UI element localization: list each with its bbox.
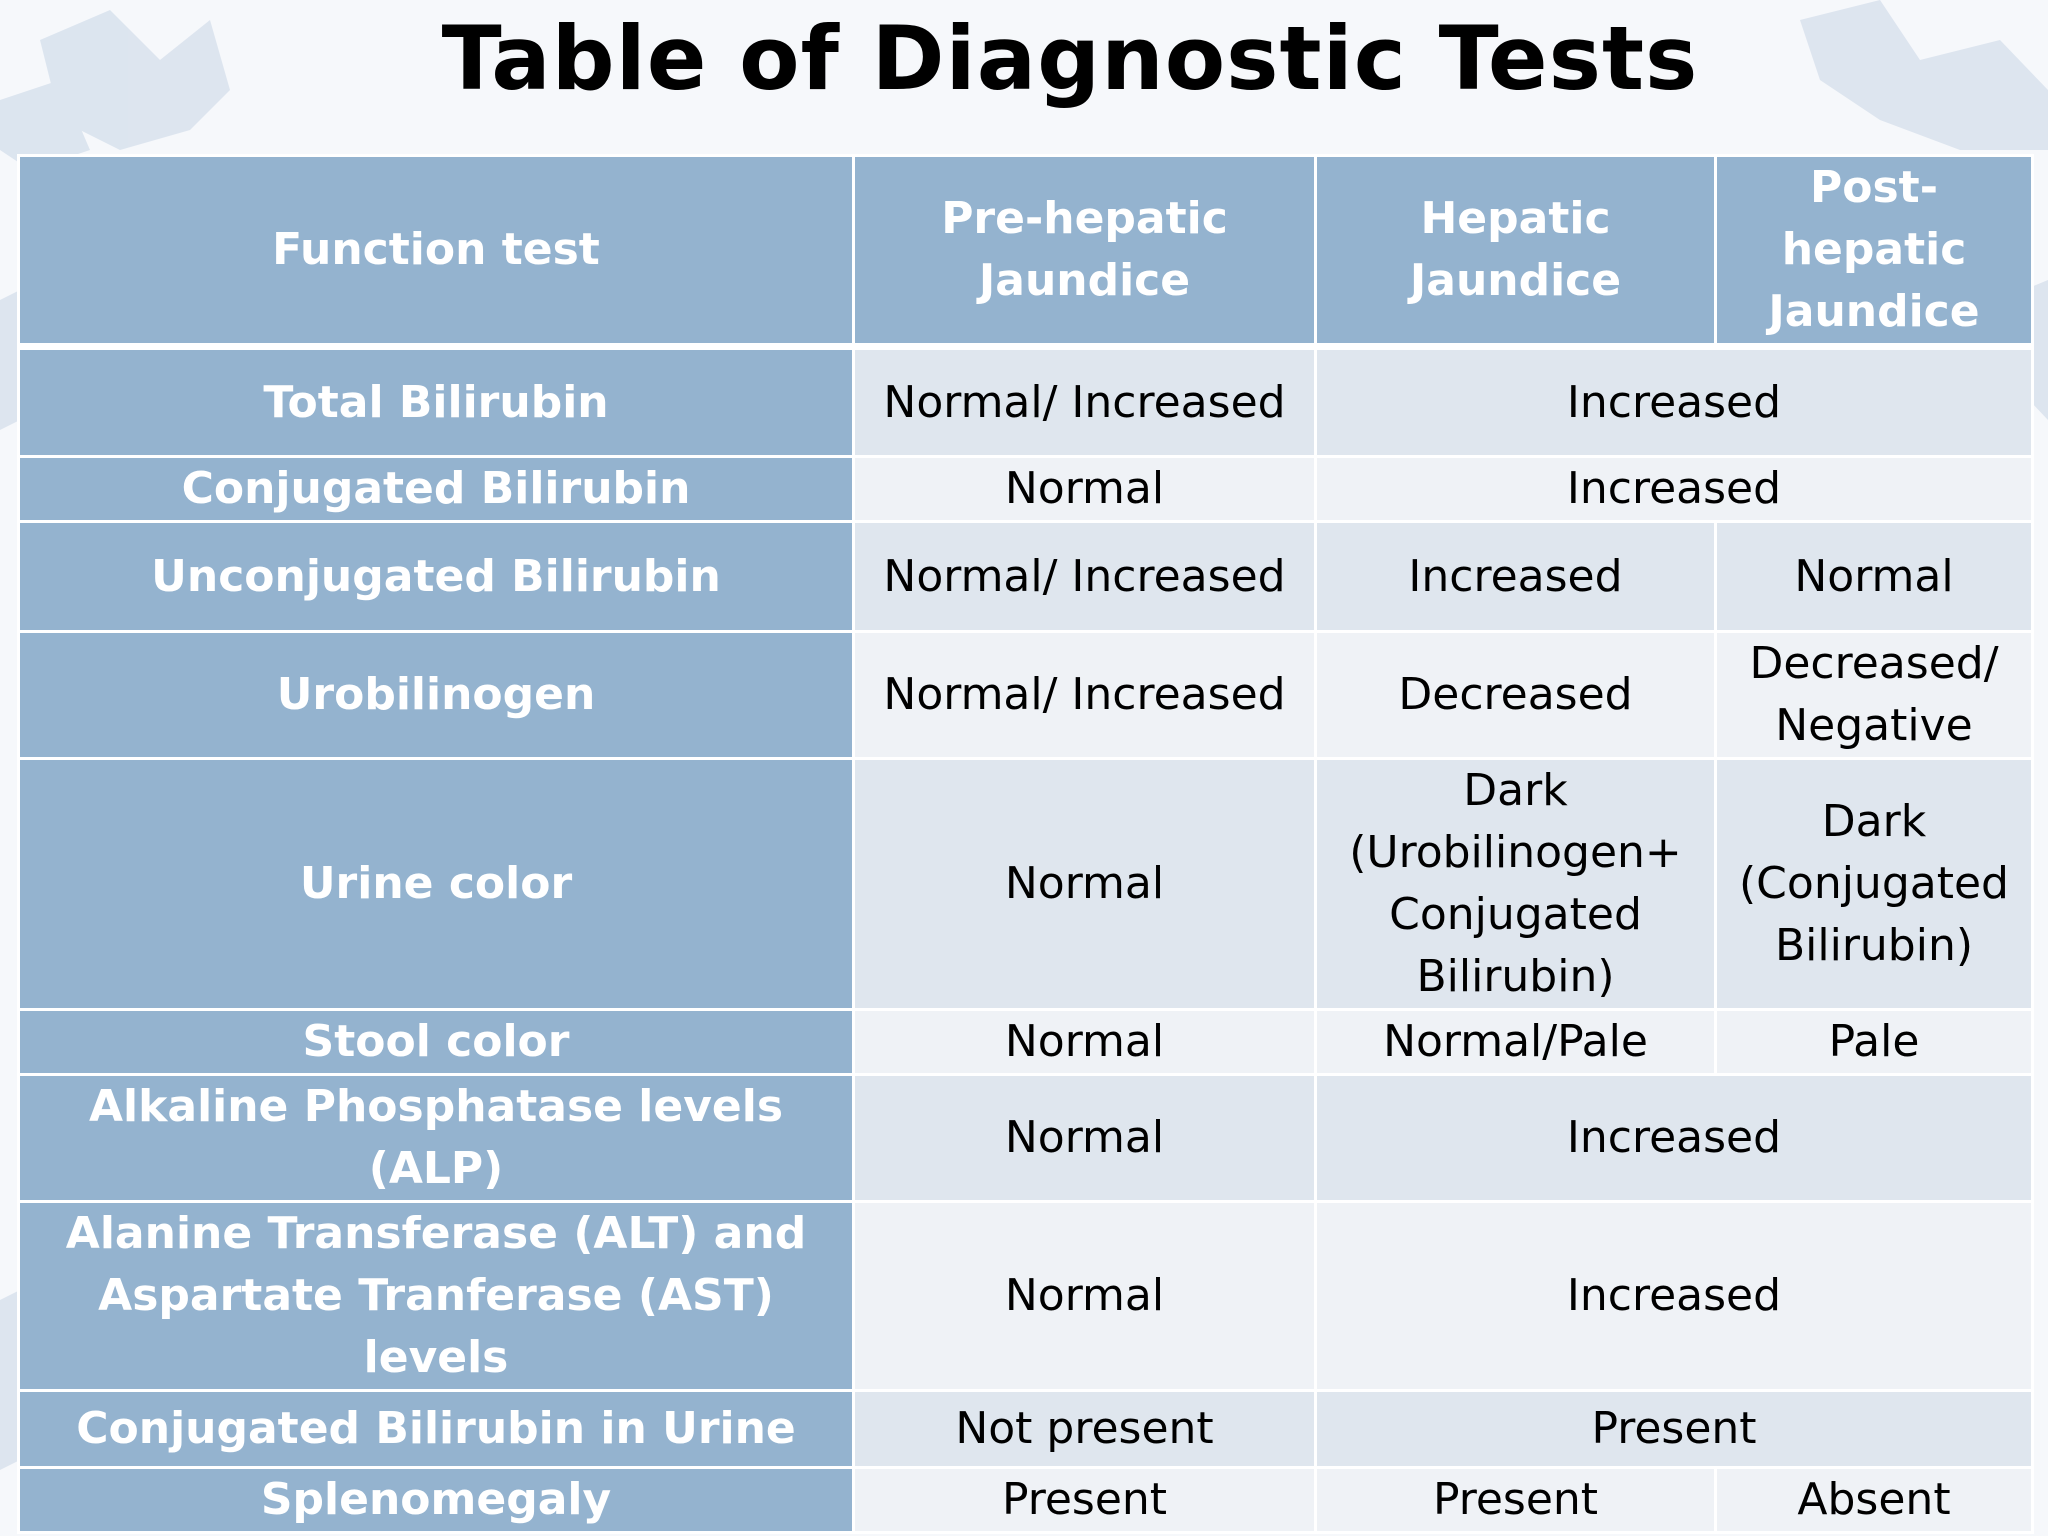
table-row-conjugated-bilirubin-urine: Conjugated Bilirubin in Urine Not presen… xyxy=(17,1389,2034,1469)
cell-post-hepatic: Absent xyxy=(1714,1466,2034,1534)
cell-post-hepatic: Normal xyxy=(1714,520,2034,633)
cell-pre-hepatic: Normal xyxy=(852,1008,1317,1076)
header-function-test: Function test xyxy=(17,154,855,350)
row-label: Urine color xyxy=(17,757,855,1011)
row-label: Conjugated Bilirubin in Urine xyxy=(17,1389,855,1469)
table-row-alt-ast: Alanine Transferase (ALT) and Aspartate … xyxy=(17,1200,2034,1392)
table-row-conjugated-bilirubin: Conjugated Bilirubin Normal Increased xyxy=(17,455,2034,523)
cell-hepatic-post-hepatic: Increased xyxy=(1314,1073,2034,1203)
cell-hepatic-post-hepatic: Present xyxy=(1314,1389,2034,1469)
cell-pre-hepatic: Normal/ Increased xyxy=(852,345,1317,458)
cell-post-hepatic: Dark (Conjugated Bilirubin) xyxy=(1714,757,2034,1011)
table-row-splenomegaly: Splenomegaly Present Present Absent xyxy=(17,1466,2034,1534)
cell-hepatic: Dark (Urobilinogen+ Conjugated Bilirubin… xyxy=(1314,757,1717,1011)
cell-hepatic-post-hepatic: Increased xyxy=(1314,1200,2034,1392)
table-row-unconjugated-bilirubin: Unconjugated Bilirubin Normal/ Increased… xyxy=(17,520,2034,633)
cell-pre-hepatic: Present xyxy=(852,1466,1317,1534)
cell-post-hepatic: Decreased/ Negative xyxy=(1714,630,2034,760)
cell-hepatic-post-hepatic: Increased xyxy=(1314,455,2034,523)
page-title: Table of Diagnostic Tests xyxy=(441,7,1699,110)
table-row-urobilinogen: Urobilinogen Normal/ Increased Decreased… xyxy=(17,630,2034,760)
cell-hepatic: Decreased xyxy=(1314,630,1717,760)
row-label: Unconjugated Bilirubin xyxy=(17,520,855,633)
table-header-row: Function test Pre-hepatic Jaundice Hepat… xyxy=(17,154,2034,350)
cell-pre-hepatic: Normal/ Increased xyxy=(852,630,1317,760)
row-label: Alkaline Phosphatase levels (ALP) xyxy=(17,1073,855,1203)
row-label: Conjugated Bilirubin xyxy=(17,455,855,523)
header-post-hepatic: Post-hepatic Jaundice xyxy=(1714,154,2034,350)
header-pre-hepatic: Pre-hepatic Jaundice xyxy=(852,154,1317,350)
cell-hepatic-post-hepatic: Increased xyxy=(1314,345,2034,458)
cell-hepatic: Increased xyxy=(1314,520,1717,633)
header-hepatic: Hepatic Jaundice xyxy=(1314,154,1717,350)
row-label: Urobilinogen xyxy=(17,630,855,760)
table-row-alp: Alkaline Phosphatase levels (ALP) Normal… xyxy=(17,1073,2034,1203)
cell-pre-hepatic: Normal xyxy=(852,757,1317,1011)
cell-pre-hepatic: Normal/ Increased xyxy=(852,520,1317,633)
cell-pre-hepatic: Normal xyxy=(852,1200,1317,1392)
row-label: Alanine Transferase (ALT) and Aspartate … xyxy=(17,1200,855,1392)
maple-leaf-icon xyxy=(40,10,230,150)
cell-hepatic: Present xyxy=(1314,1466,1717,1534)
cell-pre-hepatic: Normal xyxy=(852,455,1317,523)
maple-leaf-icon xyxy=(0,1290,20,1470)
cell-post-hepatic: Pale xyxy=(1714,1008,2034,1076)
maple-leaf-icon xyxy=(0,80,90,170)
row-label: Total Bilirubin xyxy=(17,345,855,458)
diagnostic-tests-table: Function test Pre-hepatic Jaundice Hepat… xyxy=(17,154,2034,1534)
table-row-stool-color: Stool color Normal Normal/Pale Pale xyxy=(17,1008,2034,1076)
table-row-total-bilirubin: Total Bilirubin Normal/ Increased Increa… xyxy=(17,345,2034,458)
row-label: Splenomegaly xyxy=(17,1466,855,1534)
row-label: Stool color xyxy=(17,1008,855,1076)
cell-pre-hepatic: Not present xyxy=(852,1389,1317,1469)
maple-leaf-icon xyxy=(0,290,20,430)
cell-pre-hepatic: Normal xyxy=(852,1073,1317,1203)
cell-hepatic: Normal/Pale xyxy=(1314,1008,1717,1076)
table-row-urine-color: Urine color Normal Dark (Urobilinogen+ C… xyxy=(17,757,2034,1011)
maple-leaf-icon xyxy=(1800,0,2048,150)
